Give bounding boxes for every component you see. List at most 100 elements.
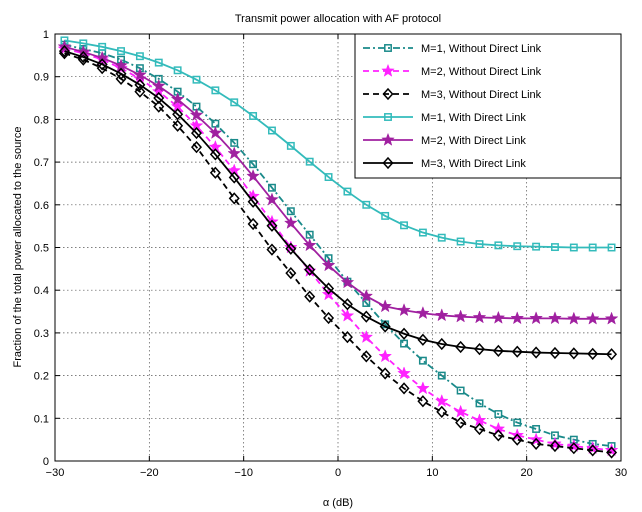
data-point-diamond xyxy=(172,108,184,121)
data-point-star xyxy=(378,299,393,313)
data-point-diamond xyxy=(492,344,504,357)
data-point-star xyxy=(491,421,506,435)
data-point-diamond xyxy=(473,343,486,356)
data-point-diamond xyxy=(134,85,146,98)
data-point-star xyxy=(472,310,487,324)
y-axis-label: Fraction of the total power allocated to… xyxy=(12,127,24,368)
data-point-star xyxy=(246,189,260,203)
data-point-star xyxy=(453,404,468,418)
data-point-diamond xyxy=(455,340,467,354)
data-point-diamond xyxy=(606,348,618,361)
data-point-diamond xyxy=(379,367,391,380)
data-point-square xyxy=(117,47,125,56)
data-point-diamond xyxy=(360,350,372,363)
data-point-diamond xyxy=(153,100,165,113)
y-tick-label: 0.4 xyxy=(34,285,49,297)
legend-label: M=2, Without Direct Link xyxy=(421,66,542,78)
data-point-square xyxy=(343,187,352,196)
data-point-square xyxy=(513,418,522,427)
data-point-square xyxy=(286,207,295,216)
data-point-diamond xyxy=(379,320,391,333)
data-point-diamond xyxy=(323,311,335,325)
data-point-diamond xyxy=(58,44,70,58)
data-point-square xyxy=(362,299,371,307)
legend-label: M=2, With Direct Link xyxy=(421,135,526,147)
data-point-diamond xyxy=(530,346,542,359)
series-group xyxy=(57,36,619,459)
data-point-diamond xyxy=(134,78,146,91)
data-point-star xyxy=(246,168,260,183)
data-point-diamond xyxy=(436,337,448,351)
data-point-square xyxy=(437,233,446,242)
data-point-star xyxy=(378,349,393,363)
data-point-square xyxy=(381,211,390,220)
data-point-square xyxy=(135,52,144,61)
x-tick-label: −20 xyxy=(140,467,159,479)
data-point-star xyxy=(95,50,110,64)
data-point-square xyxy=(268,126,276,135)
data-point-diamond xyxy=(115,67,127,80)
data-point-diamond xyxy=(115,72,127,85)
y-tick-label: 0.7 xyxy=(34,157,49,169)
legend-item: M=1, Without Direct Link xyxy=(363,43,542,55)
data-point-diamond xyxy=(247,195,259,208)
data-point-diamond xyxy=(285,266,297,280)
data-point-square xyxy=(400,221,408,230)
data-point-diamond xyxy=(568,347,580,360)
data-point-square xyxy=(211,86,220,95)
data-point-square xyxy=(362,200,371,209)
data-point-star xyxy=(548,311,562,325)
data-point-star xyxy=(340,308,355,322)
data-point-diamond xyxy=(304,290,316,303)
y-tick-label: 0.9 xyxy=(34,72,49,84)
data-point-star xyxy=(189,107,204,121)
data-point-star xyxy=(133,67,147,81)
data-point-star xyxy=(321,258,336,272)
series-4 xyxy=(60,36,616,252)
data-point-diamond xyxy=(511,433,523,446)
data-point-square xyxy=(456,386,465,395)
data-point-diamond xyxy=(341,298,353,311)
data-point-square xyxy=(494,241,503,250)
data-point-diamond xyxy=(549,439,561,453)
data-point-star xyxy=(170,92,185,106)
data-point-square xyxy=(249,112,258,120)
data-point-star xyxy=(359,288,374,303)
data-point-star xyxy=(434,393,449,408)
data-point-star xyxy=(416,381,430,395)
data-point-diamond xyxy=(247,217,259,231)
data-point-star xyxy=(585,311,600,325)
data-point-star xyxy=(283,240,298,254)
data-point-star xyxy=(340,275,355,289)
data-point-diamond xyxy=(473,422,486,436)
legend-item: M=3, Without Direct Link xyxy=(363,87,542,101)
data-point-star xyxy=(548,436,562,450)
data-point-diamond xyxy=(266,243,278,256)
data-point-diamond xyxy=(209,148,221,161)
data-point-diamond xyxy=(492,429,504,442)
chart-title: Transmit power allocation with AF protoc… xyxy=(235,13,441,25)
data-point-star xyxy=(227,163,242,177)
data-point-diamond xyxy=(172,119,184,132)
data-point-square xyxy=(154,58,163,67)
data-point-star xyxy=(604,443,619,457)
data-point-diamond xyxy=(228,171,240,184)
y-tick-label: 0.6 xyxy=(34,200,49,212)
data-point-star xyxy=(416,306,430,320)
data-point-square xyxy=(494,410,503,418)
data-point-square xyxy=(286,141,295,150)
legend-item: M=2, With Direct Link xyxy=(363,132,526,147)
data-point-diamond xyxy=(285,242,297,255)
data-point-star xyxy=(227,146,242,160)
data-point-star xyxy=(283,215,298,230)
data-point-diamond xyxy=(530,437,542,451)
data-point-square xyxy=(532,425,541,433)
y-tick-label: 0.3 xyxy=(34,328,49,340)
data-point-star xyxy=(381,63,395,77)
data-point-square xyxy=(305,157,314,166)
data-point-square xyxy=(437,371,446,380)
data-point-star xyxy=(302,238,317,252)
data-point-diamond xyxy=(417,395,429,408)
data-point-star xyxy=(265,192,279,206)
